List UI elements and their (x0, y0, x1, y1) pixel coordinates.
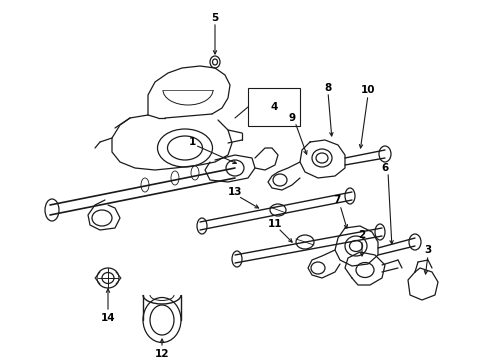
Ellipse shape (92, 210, 112, 226)
Ellipse shape (316, 153, 328, 163)
Text: 7: 7 (333, 195, 341, 205)
Ellipse shape (273, 174, 287, 186)
Text: 2: 2 (358, 230, 366, 240)
Ellipse shape (102, 273, 114, 284)
Ellipse shape (143, 297, 181, 342)
Ellipse shape (45, 199, 59, 221)
Ellipse shape (226, 160, 244, 176)
Text: 11: 11 (268, 219, 282, 229)
Ellipse shape (345, 188, 355, 204)
Ellipse shape (168, 136, 202, 160)
Ellipse shape (213, 59, 218, 65)
Text: 5: 5 (211, 13, 219, 23)
Ellipse shape (210, 56, 220, 68)
Ellipse shape (345, 236, 367, 256)
Ellipse shape (375, 224, 385, 240)
Ellipse shape (379, 146, 391, 162)
Ellipse shape (312, 149, 332, 167)
Text: 8: 8 (324, 83, 332, 93)
Text: 4: 4 (270, 102, 278, 112)
Ellipse shape (409, 234, 421, 250)
Text: 10: 10 (361, 85, 375, 95)
Ellipse shape (191, 166, 199, 180)
Bar (248, 88, 300, 126)
Ellipse shape (356, 262, 374, 278)
Text: 9: 9 (289, 113, 295, 123)
Ellipse shape (296, 235, 314, 249)
Text: 14: 14 (100, 313, 115, 323)
Ellipse shape (270, 204, 286, 216)
Ellipse shape (349, 240, 363, 252)
Ellipse shape (232, 251, 242, 267)
Text: 1: 1 (188, 137, 196, 147)
Ellipse shape (157, 129, 213, 167)
Ellipse shape (311, 262, 325, 274)
Text: 13: 13 (228, 187, 242, 197)
Ellipse shape (97, 268, 119, 288)
Text: 3: 3 (424, 245, 432, 255)
Ellipse shape (141, 178, 149, 192)
Ellipse shape (197, 218, 207, 234)
Ellipse shape (171, 171, 179, 185)
Ellipse shape (150, 305, 174, 335)
Text: 6: 6 (381, 163, 389, 173)
Text: 12: 12 (155, 349, 169, 359)
